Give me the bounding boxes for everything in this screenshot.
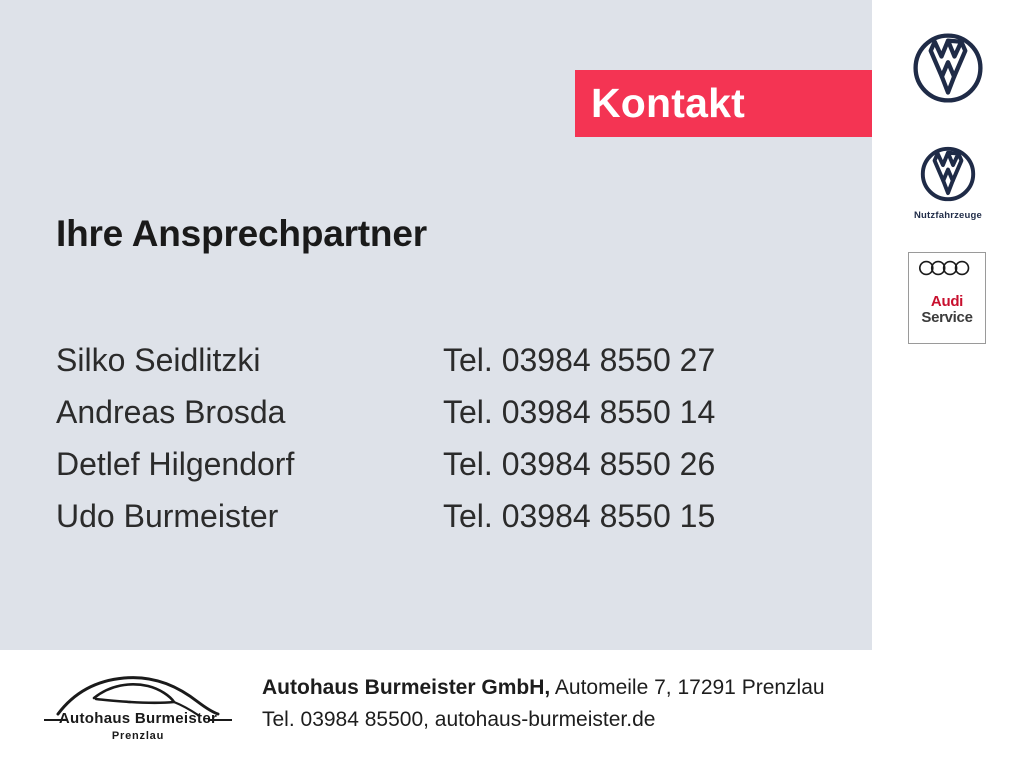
audi-wordmark: Audi (930, 293, 964, 310)
car-silhouette-icon (44, 676, 232, 721)
kontakt-banner: Kontakt (575, 70, 872, 137)
contact-row: Detlef Hilgendorf Tel. 03984 8550 26 (56, 446, 816, 498)
contact-phone[interactable]: Tel. 03984 8550 27 (443, 342, 716, 378)
main-panel: Kontakt Ihre Ansprechpartner Silko Seidl… (0, 0, 872, 650)
volkswagen-logo (872, 32, 1024, 109)
dealer-logo-city: Prenzlau (111, 730, 165, 742)
contact-phone[interactable]: Tel. 03984 8550 26 (443, 446, 716, 482)
contact-phone[interactable]: Tel. 03984 8550 14 (443, 394, 716, 430)
contact-name: Silko Seidlitzki (56, 342, 261, 378)
vw-commercial-sublabel: Nutzfahrzeuge (913, 210, 983, 221)
dealer-logo-name: Autohaus Burmeister (58, 710, 218, 727)
contact-row: Andreas Brosda Tel. 03984 8550 14 (56, 394, 816, 446)
footer-address: Automeile 7, 17291 Prenzlau (550, 676, 825, 699)
audi-service-wordmark: Service (921, 308, 973, 326)
dealer-logo: Autohaus Burmeister Prenzlau (38, 658, 238, 744)
contact-row: Udo Burmeister Tel. 03984 8550 15 (56, 498, 816, 550)
footer-address-line: Autohaus Burmeister GmbH, Automeile 7, 1… (262, 672, 825, 704)
contact-list: Silko Seidlitzki Tel. 03984 8550 27 Andr… (56, 342, 816, 550)
volkswagen-commercial-logo: Nutzfahrzeuge (872, 146, 1024, 221)
audi-service-logo: Audi Service (908, 252, 986, 344)
footer-text-block: Autohaus Burmeister GmbH, Automeile 7, 1… (262, 672, 825, 736)
contact-name: Detlef Hilgendorf (56, 446, 295, 482)
kontakt-banner-label: Kontakt (591, 80, 746, 126)
contact-name: Andreas Brosda (56, 394, 286, 430)
vw-logo-icon (920, 146, 976, 202)
footer-company-name: Autohaus Burmeister GmbH, (262, 676, 551, 699)
brand-logo-rail: Nutzfahrzeuge (872, 0, 1024, 650)
footer: Autohaus Burmeister Prenzlau Autohaus Bu… (0, 650, 1024, 768)
footer-contact-line[interactable]: Tel. 03984 85500, autohaus-burmeister.de (262, 707, 656, 731)
contact-row: Silko Seidlitzki Tel. 03984 8550 27 (56, 342, 816, 394)
audi-rings-icon (909, 260, 985, 281)
contact-name: Udo Burmeister (56, 498, 279, 534)
vw-logo-icon (912, 32, 984, 104)
page-title: Ihre Ansprechpartner (56, 213, 427, 254)
contact-phone[interactable]: Tel. 03984 8550 15 (443, 498, 716, 534)
